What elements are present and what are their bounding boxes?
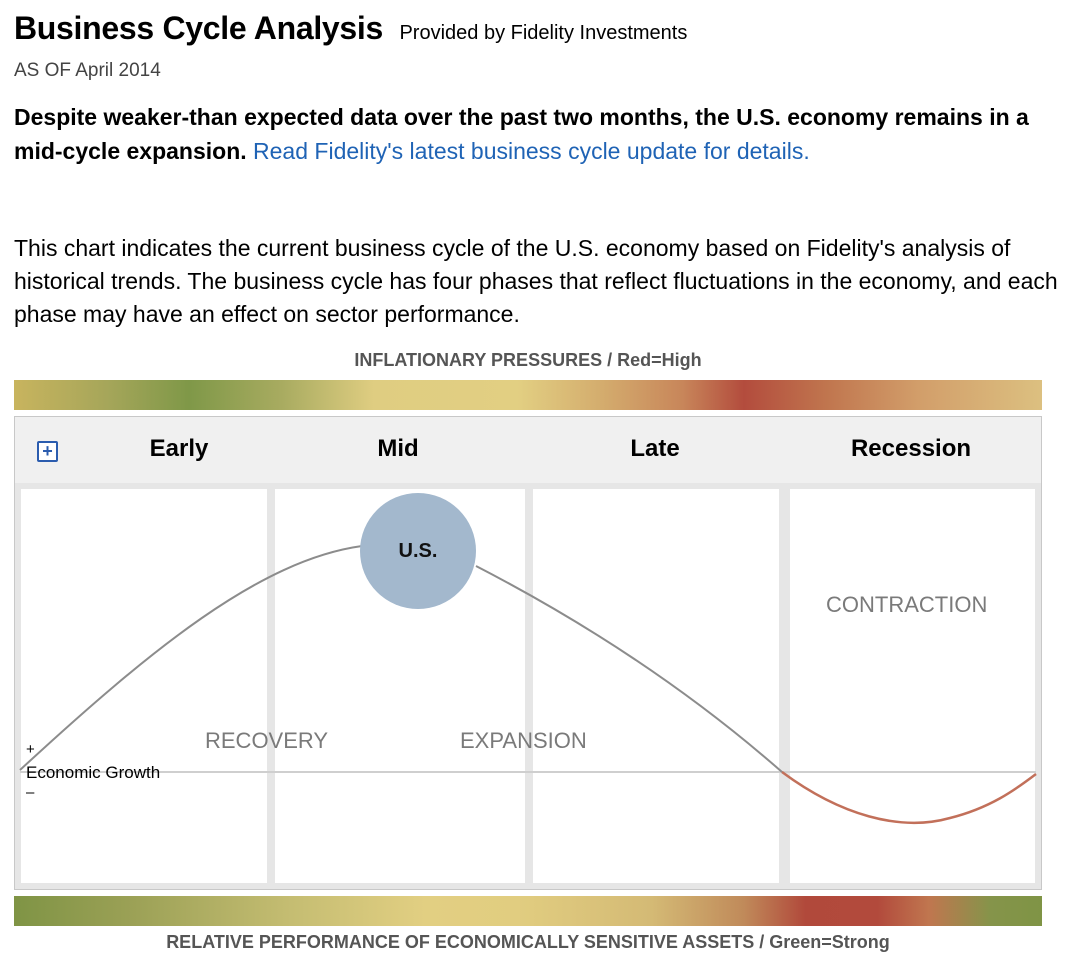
expansion-label: EXPANSION xyxy=(460,728,587,753)
panel-early xyxy=(21,489,267,883)
contraction-label: CONTRACTION xyxy=(826,592,988,617)
panel-recession xyxy=(790,489,1035,883)
growth-curve-path xyxy=(19,545,783,773)
recovery-label: RECOVERY xyxy=(205,728,329,753)
expand-plus-icon[interactable]: + xyxy=(37,441,58,462)
us-position-marker[interactable]: U.S. xyxy=(360,493,476,609)
panel-late xyxy=(533,489,779,883)
contraction-curve-path xyxy=(781,770,1037,825)
page-title: Business Cycle Analysis xyxy=(14,10,383,46)
provider-text: Provided by Fidelity Investments xyxy=(399,22,688,44)
phase-late: Late xyxy=(630,435,680,462)
performance-gradient-bar xyxy=(14,896,1042,926)
lead-paragraph: Despite weaker-than expected data over t… xyxy=(14,100,1054,168)
performance-bar-label: RELATIVE PERFORMANCE OF ECONOMICALLY SEN… xyxy=(166,932,890,952)
business-cycle-update-link[interactable]: Read Fidelity's latest business cycle up… xyxy=(253,138,810,164)
inflation-gradient-bar xyxy=(14,380,1042,410)
economic-growth-label: Economic Growth xyxy=(26,763,161,782)
lead-summary: Despite weaker-than expected data over t… xyxy=(14,104,1029,164)
phase-mid: Mid xyxy=(377,435,419,462)
axis-minus-sign: – xyxy=(26,784,35,801)
chart-description: This chart indicates the current busines… xyxy=(14,235,1058,327)
us-marker-label: U.S. xyxy=(398,539,438,562)
phase-header-row: + Early Mid Late Recession xyxy=(15,417,1041,483)
phase-recession: Recession xyxy=(850,435,972,462)
axis-plus-sign: + xyxy=(26,741,35,758)
inflation-bar-label: INFLATIONARY PRESSURES / Red=High xyxy=(354,350,702,370)
business-cycle-chart: + Early Mid Late Recession xyxy=(14,416,1042,890)
phase-early: Early xyxy=(149,435,209,462)
header: Business Cycle Analysis Provided by Fide… xyxy=(14,10,687,47)
as-of-date: AS OF April 2014 xyxy=(14,60,161,81)
